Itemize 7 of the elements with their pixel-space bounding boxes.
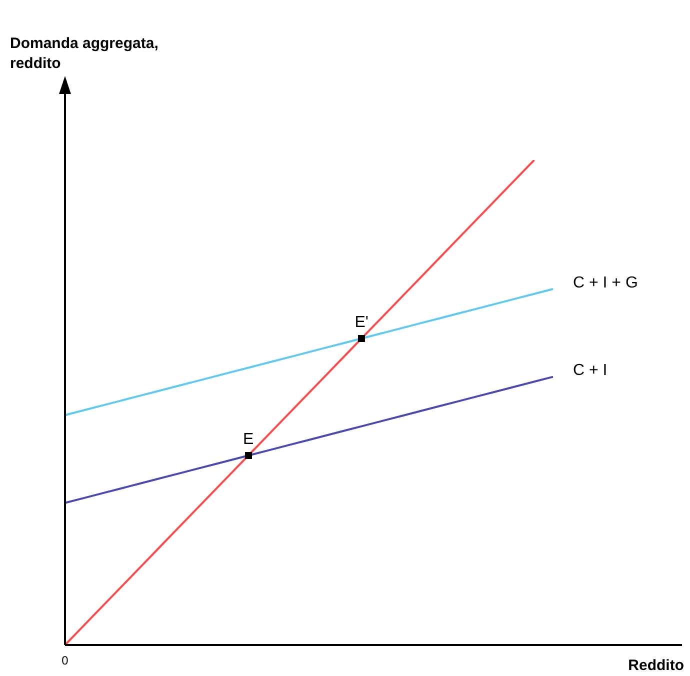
series-label: C + I + G <box>573 274 638 292</box>
annotation: E' <box>354 314 368 331</box>
x-axis-title: Reddito <box>628 657 684 674</box>
annotation: E <box>242 430 254 448</box>
series-label: C + I <box>573 362 608 380</box>
text: 0 <box>62 653 69 668</box>
text: Domanda aggregata, reddito <box>10 35 158 72</box>
